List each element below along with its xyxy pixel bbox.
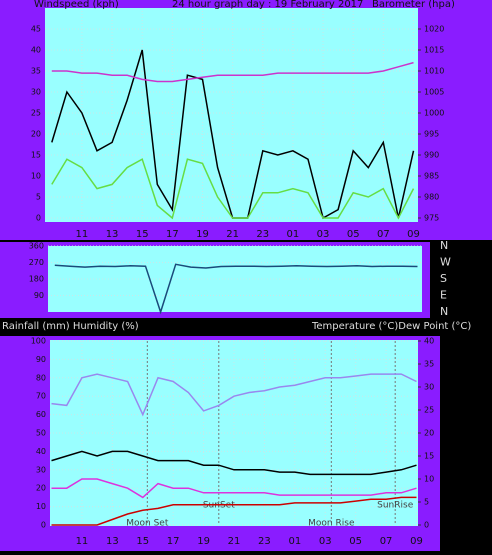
x-tick-label: 23: [258, 536, 271, 547]
y-tick-label: 10: [36, 502, 46, 511]
y2-tick-label: 15: [424, 452, 434, 461]
y2-tick-label: 5: [424, 498, 429, 507]
y2-tick-label: 995: [424, 130, 439, 139]
y-tick-label: 0: [36, 214, 41, 223]
y2-tick-label: 1015: [424, 46, 444, 55]
y-tick-label: 90: [34, 291, 44, 300]
x-tick-label: 11: [76, 229, 89, 240]
series-line: [51, 450, 417, 476]
y-tick-label: 50: [36, 429, 46, 438]
direction-label: E: [440, 289, 447, 302]
x-tick-label: 01: [288, 536, 301, 547]
y2-tick-label: 35: [424, 360, 434, 369]
y2-tick-label: 985: [424, 172, 439, 181]
annotation: SunRise: [377, 501, 414, 511]
y2-label: Barometer (hpa): [372, 0, 455, 10]
x-tick-label: 19: [196, 229, 209, 240]
y-tick-label: 270: [29, 258, 44, 267]
y2-tick-label: 10: [424, 475, 434, 484]
y-tick-label: 70: [36, 392, 46, 401]
y-label: Windspeed (kph): [34, 0, 119, 10]
y-tick-label: 360: [29, 242, 44, 251]
y2-tick-label: 1020: [424, 25, 444, 34]
y-tick-label: 15: [31, 151, 41, 160]
y2-tick-label: 25: [424, 406, 434, 415]
series-line: [51, 61, 414, 83]
y2-tick-label: 1005: [424, 88, 444, 97]
direction-label: N: [440, 239, 448, 252]
x-tick-label: 03: [317, 229, 330, 240]
y-tick-label: 35: [31, 67, 41, 76]
direction-label: W: [440, 256, 451, 269]
y-tick-label: 5: [36, 193, 41, 202]
title: 24 hour graph day : 19 February 2017: [172, 0, 363, 10]
y-tick-label: 80: [36, 373, 46, 382]
y-tick-label: 0: [41, 521, 46, 530]
x-tick-label: 01: [287, 229, 300, 240]
x-tick-label: 13: [106, 536, 119, 547]
y-tick-label: 10: [31, 172, 41, 181]
y2-tick-label: 990: [424, 151, 439, 160]
x-tick-label: 23: [256, 229, 269, 240]
y2-tick-label: 1000: [424, 109, 444, 118]
x-tick-label: 05: [349, 536, 362, 547]
series-line: [51, 478, 417, 499]
y2-tick-label: 30: [424, 383, 434, 392]
y-label: Rainfall (mm) Humidity (%): [2, 321, 139, 332]
series-line: [51, 373, 417, 417]
y-tick-label: 100: [31, 337, 46, 346]
top-plot: [45, 8, 418, 222]
x-tick-label: 15: [136, 229, 149, 240]
x-tick-label: 21: [226, 229, 239, 240]
x-tick-label: 07: [377, 229, 390, 240]
y-tick-label: 40: [31, 46, 41, 55]
y2-tick-label: 980: [424, 193, 439, 202]
y2-tick-label: 0: [424, 521, 429, 530]
y-tick-label: 45: [31, 25, 41, 34]
x-tick-label: 11: [76, 536, 89, 547]
series-line: [51, 496, 417, 526]
x-tick-label: 09: [407, 229, 420, 240]
y2-tick-label: 40: [424, 337, 434, 346]
x-tick-label: 07: [380, 536, 393, 547]
y-tick-label: 40: [36, 447, 46, 456]
x-tick-label: 17: [166, 229, 179, 240]
x-tick-label: 05: [347, 229, 360, 240]
y2-tick-label: 975: [424, 214, 439, 223]
y2-tick-label: 20: [424, 429, 434, 438]
y-tick-label: 30: [31, 88, 41, 97]
y-tick-label: 20: [31, 130, 41, 139]
y2-label: Temperature (°C)Dew Point (°C): [311, 321, 471, 332]
direction-label: S: [440, 272, 447, 285]
x-tick-label: 09: [410, 536, 423, 547]
y-tick-label: 60: [36, 410, 46, 419]
series-line: [51, 158, 415, 220]
x-tick-label: 13: [106, 229, 119, 240]
y-tick-label: 25: [31, 109, 41, 118]
x-tick-label: 17: [167, 536, 180, 547]
series-line: [54, 263, 418, 315]
annotation: Moon Set: [126, 519, 169, 529]
y2-tick-label: 1010: [424, 67, 444, 76]
x-tick-label: 21: [228, 536, 241, 547]
x-tick-label: 15: [136, 536, 149, 547]
y-tick-label: 20: [36, 484, 46, 493]
annotation: Moon Rise: [308, 519, 355, 529]
y-tick-label: 30: [36, 465, 46, 474]
y-tick-label: 180: [29, 275, 44, 284]
direction-label: N: [440, 305, 448, 318]
x-tick-label: 19: [197, 536, 210, 547]
y-tick-label: 90: [36, 355, 46, 364]
x-tick-label: 03: [319, 536, 332, 547]
